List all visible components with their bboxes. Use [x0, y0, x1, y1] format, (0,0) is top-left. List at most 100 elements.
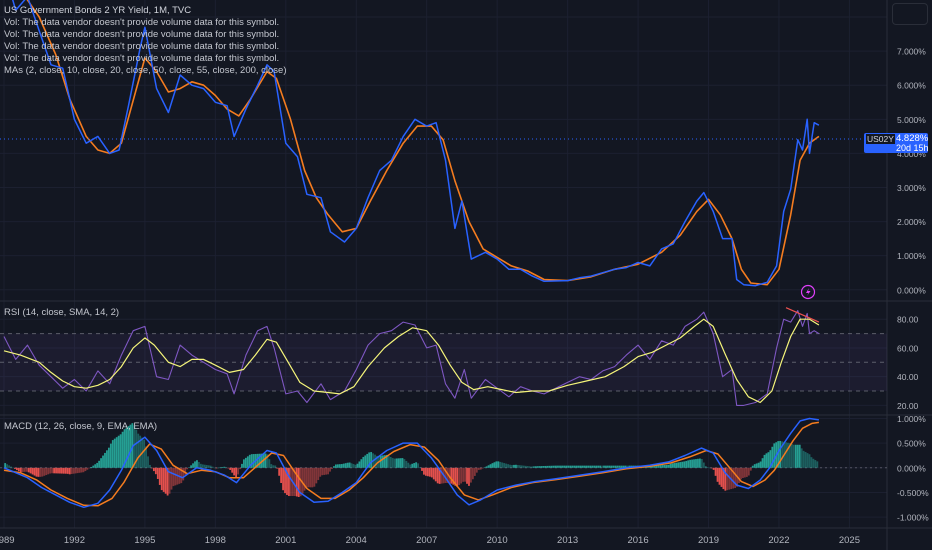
- macd-histogram-bar: [620, 465, 623, 468]
- macd-histogram-bar: [192, 463, 194, 468]
- macd-histogram-bar: [43, 467, 46, 476]
- macd-histogram-bar: [565, 465, 568, 468]
- price-tick-label: 80.00: [897, 315, 919, 325]
- macd-histogram-bar: [107, 447, 110, 468]
- macd-histogram-bar: [577, 465, 580, 468]
- macd-histogram-bar: [526, 466, 529, 468]
- macd-histogram-bar: [728, 467, 731, 490]
- macd-histogram-bar: [765, 453, 768, 468]
- time-tick-label: 2013: [557, 535, 578, 546]
- macd-histogram-bar: [158, 467, 161, 485]
- macd-histogram-bar: [466, 467, 468, 484]
- alert-icon[interactable]: [800, 284, 816, 300]
- price-scale[interactable]: 0.000% 1.000% 2.000% 3.000% 4.000% 5.000% 6.00…: [897, 13, 929, 523]
- macd-histogram-bar: [381, 455, 384, 468]
- macd-histogram-bar: [460, 467, 463, 484]
- macd-histogram-bar: [395, 458, 398, 468]
- macd-histogram-bar: [452, 467, 455, 485]
- macd-histogram-bar: [182, 467, 185, 481]
- macd-histogram-bar: [376, 455, 378, 468]
- macd-histogram-bar: [781, 441, 784, 468]
- macd-legend[interactable]: MACD (12, 26, close, 9, EMA, EMA): [4, 421, 158, 432]
- macd-histogram-bar: [31, 467, 34, 475]
- symbol-title[interactable]: US Government Bonds 2 YR Yield, 1M, TVC: [4, 5, 192, 16]
- macd-histogram-bar: [123, 429, 126, 468]
- macd-histogram-bar: [501, 462, 504, 468]
- rsi-legend[interactable]: RSI (14, close, SMA, 14, 2): [4, 307, 120, 318]
- macd-histogram-bar: [12, 467, 14, 469]
- macd-histogram-bar: [385, 454, 388, 468]
- macd-histogram-bar: [511, 465, 513, 468]
- ma-indicator-label[interactable]: MAs (2, close, 10, close, 20, close, 50,…: [4, 65, 287, 76]
- macd-histogram-bar: [88, 467, 91, 469]
- macd-histogram-bar: [425, 467, 427, 476]
- macd-histogram-bar: [119, 434, 122, 468]
- macd-histogram-bar: [493, 462, 496, 468]
- macd-histogram-bar: [203, 464, 206, 468]
- macd-histogram-bar: [587, 465, 590, 468]
- macd-histogram-bar: [135, 429, 138, 468]
- macd-histogram-bar: [19, 467, 22, 473]
- macd-histogram-bar: [814, 460, 817, 468]
- macd-histogram-bar: [153, 467, 155, 472]
- macd-histogram-bar: [810, 457, 813, 468]
- macd-histogram-bar: [184, 467, 187, 475]
- macd-histogram-bar: [235, 467, 237, 479]
- macd-histogram-bar: [675, 462, 678, 468]
- macd-histogram-bar: [796, 444, 799, 468]
- macd-histogram-bar: [679, 462, 682, 468]
- macd-histogram-bar: [794, 444, 797, 468]
- macd-histogram-bar: [491, 463, 494, 468]
- macd-histogram-bar: [33, 467, 36, 476]
- macd-histogram-bar: [659, 465, 662, 468]
- macd-histogram-bar: [432, 467, 435, 480]
- macd-histogram-bar: [133, 425, 136, 468]
- macd-histogram-bar: [471, 467, 474, 480]
- macd-histogram-bar: [64, 467, 67, 474]
- price-tick-label: 60.00: [897, 343, 919, 353]
- macd-histogram-bar: [430, 467, 433, 478]
- time-tick-label: 2007: [416, 535, 437, 546]
- macd-histogram-bar: [68, 467, 71, 475]
- macd-histogram-bar: [227, 467, 230, 469]
- macd-histogram-bar: [215, 467, 218, 469]
- macd-histogram-bar: [280, 467, 283, 483]
- macd-histogram-bar: [66, 467, 69, 474]
- macd-histogram-bar: [196, 460, 198, 468]
- macd-histogram-bar: [156, 467, 159, 479]
- macd-histogram-bar: [233, 467, 236, 476]
- macd-histogram-bar: [229, 467, 232, 470]
- rsi-band: [0, 333, 887, 469]
- macd-histogram-bar: [51, 467, 54, 474]
- macd-histogram-bar: [475, 467, 478, 473]
- macd-histogram-bar: [340, 464, 343, 468]
- macd-histogram-bar: [401, 458, 404, 468]
- macd-histogram-bar: [683, 461, 686, 468]
- macd-histogram-bar: [769, 450, 772, 468]
- macd-histogram-bar: [321, 467, 324, 476]
- macd-histogram-bar: [742, 467, 744, 479]
- macd-histogram-bar: [403, 459, 406, 468]
- macd-histogram-bar: [732, 467, 735, 489]
- macd-histogram-bar: [111, 440, 114, 468]
- macd-histogram-bar: [626, 465, 629, 468]
- price-tick-label: 0.000%: [897, 463, 926, 473]
- macd-histogram-bar: [612, 465, 615, 468]
- macd-histogram-bar: [289, 467, 292, 497]
- macd-histogram-bar: [393, 458, 396, 468]
- macd-histogram-bar: [517, 464, 519, 468]
- macd-histogram-bar: [399, 458, 402, 468]
- macd-histogram-bar: [487, 465, 490, 468]
- macd-histogram-bar: [787, 442, 789, 468]
- macd-histogram-bar: [700, 459, 703, 468]
- macd-histogram-bar: [188, 467, 191, 468]
- macd-histogram-bar: [708, 467, 711, 469]
- macd-histogram-bar: [808, 454, 811, 468]
- macd-histogram-bar: [350, 463, 353, 468]
- macd-histogram-bar: [370, 452, 373, 468]
- macd-histogram-bar: [589, 465, 592, 468]
- toolbar-button[interactable]: [892, 3, 928, 25]
- time-scale[interactable]: 1989 1992 1995 1998 2001 2004 2007 2010 2013 2016…: [0, 535, 860, 546]
